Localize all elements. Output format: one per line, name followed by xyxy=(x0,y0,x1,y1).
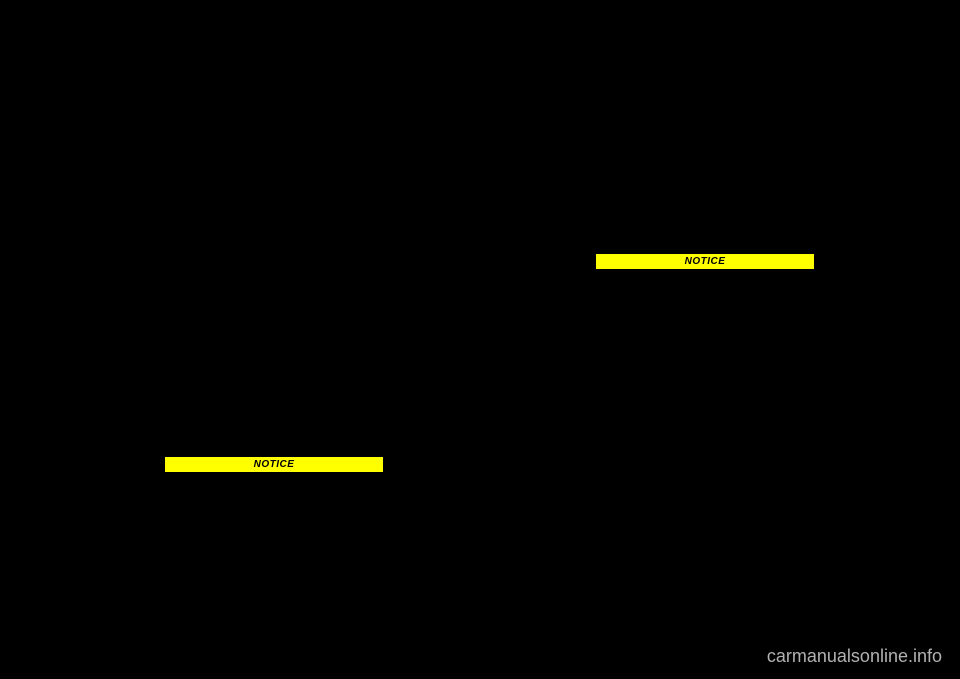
notice-badge-right: NOTICE xyxy=(596,254,814,269)
notice-label: NOTICE xyxy=(685,256,726,267)
watermark-text: carmanualsonline.info xyxy=(767,646,942,667)
manual-page: NOTICE NOTICE carmanualsonline.info xyxy=(0,0,960,679)
notice-badge-left: NOTICE xyxy=(165,457,383,472)
notice-label: NOTICE xyxy=(254,459,295,470)
